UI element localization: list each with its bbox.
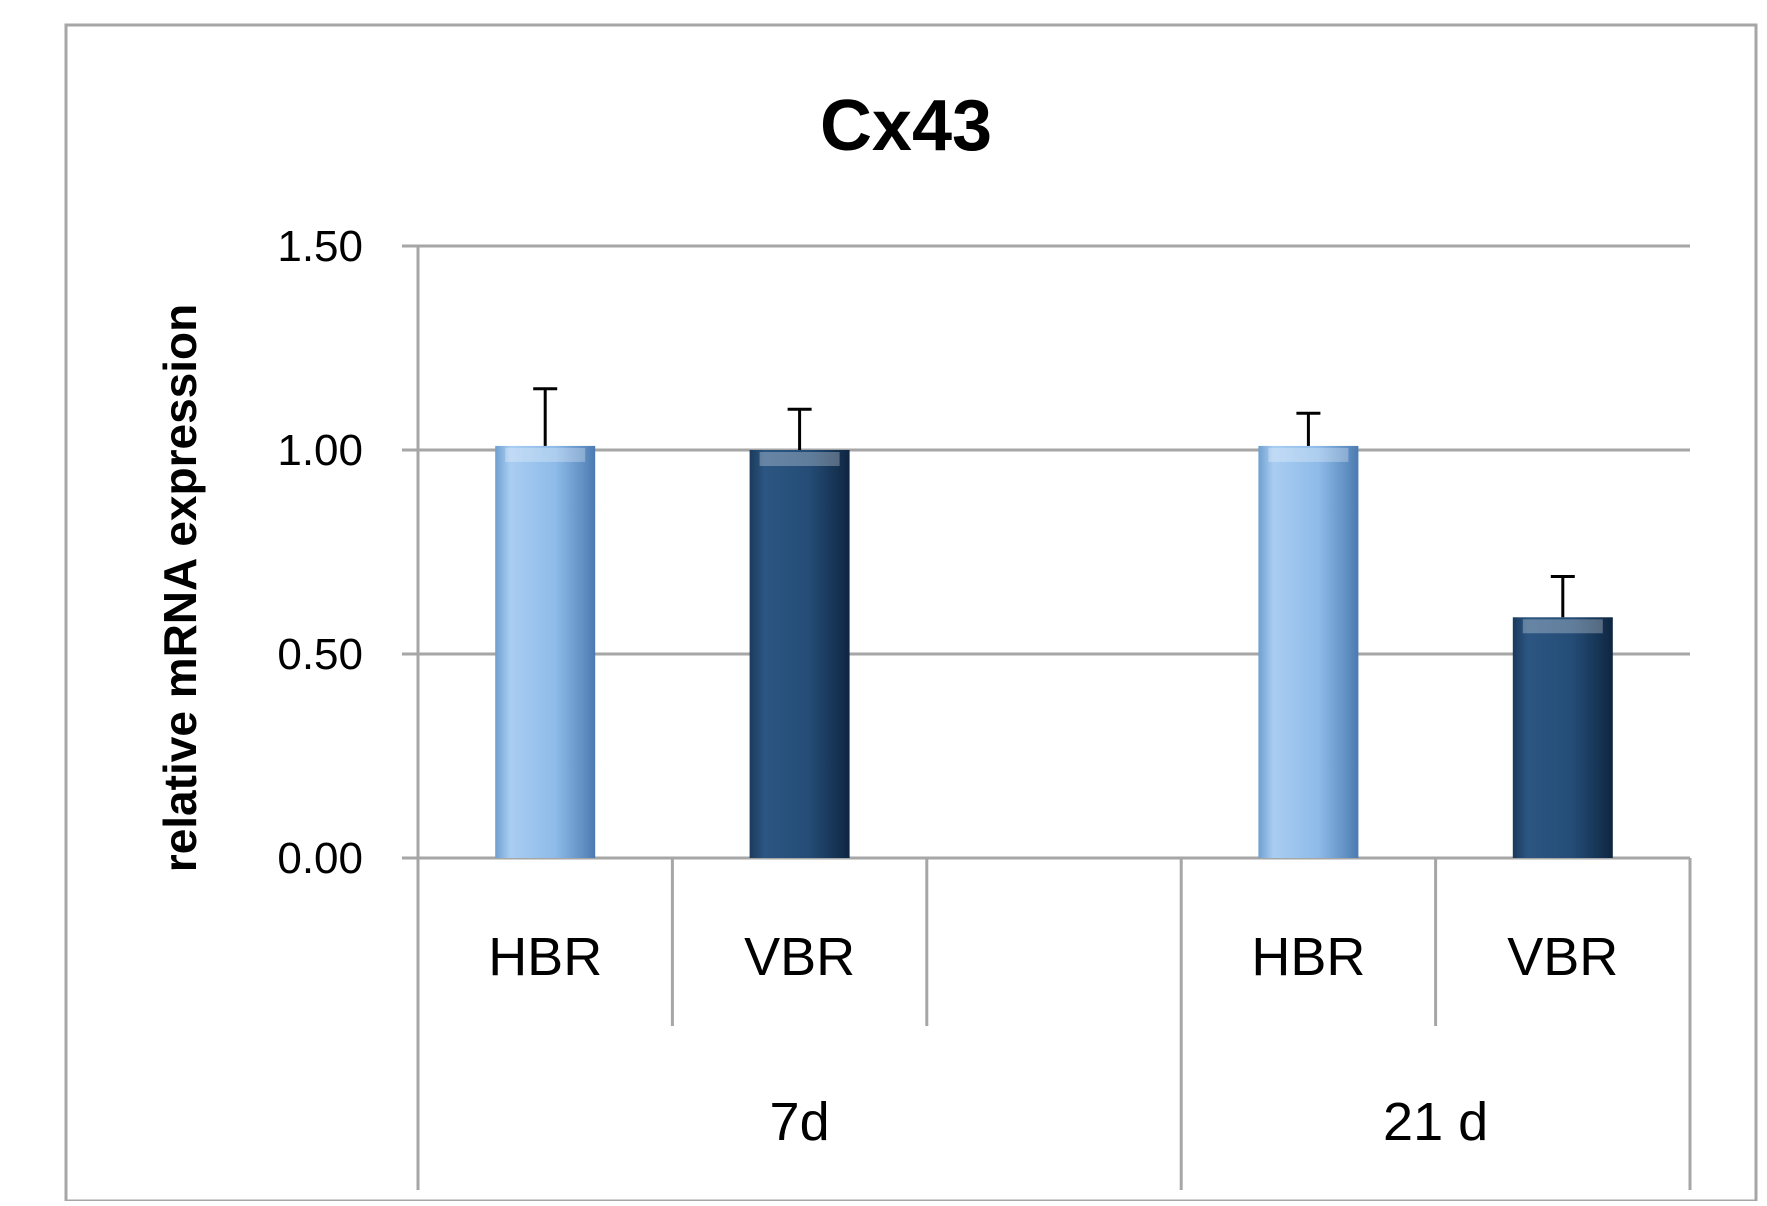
- y-axis-ticks: 0.00 0.50 1.00 1.50: [277, 222, 363, 883]
- bar-highlight: [1522, 619, 1603, 634]
- category-label: HBR: [488, 927, 602, 987]
- group-label: 21 d: [1383, 1092, 1488, 1152]
- category-axis-frame: [416, 858, 1692, 1190]
- y-tick-label: 0.50: [277, 630, 363, 679]
- bar-highlight: [759, 452, 840, 466]
- group-label: 7d: [770, 1092, 830, 1152]
- gridlines: [402, 244, 1690, 860]
- chart-title: Cx43: [820, 86, 992, 166]
- category-labels: HBR VBR 7d HBR VBR 21 d: [488, 927, 1618, 1152]
- y-tick-label: 0.00: [277, 834, 363, 883]
- bar-vbr-21d: [1512, 617, 1613, 858]
- chart-border: [64, 23, 1758, 1203]
- bar-highlight: [1268, 447, 1349, 462]
- bar-hbr-7d: [495, 445, 596, 858]
- category-label: HBR: [1251, 927, 1365, 987]
- bar-vbr-7d: [749, 450, 850, 858]
- y-axis-label: relative mRNA expression: [154, 304, 206, 872]
- bar-highlight: [505, 447, 586, 462]
- y-tick-label: 1.50: [277, 222, 363, 271]
- category-label: VBR: [1507, 927, 1618, 987]
- bar-hbr-21d: [1258, 445, 1359, 858]
- y-tick-label: 1.00: [277, 426, 363, 475]
- category-label: VBR: [744, 927, 855, 987]
- error-bars: [533, 387, 1575, 618]
- bars: [495, 445, 1613, 858]
